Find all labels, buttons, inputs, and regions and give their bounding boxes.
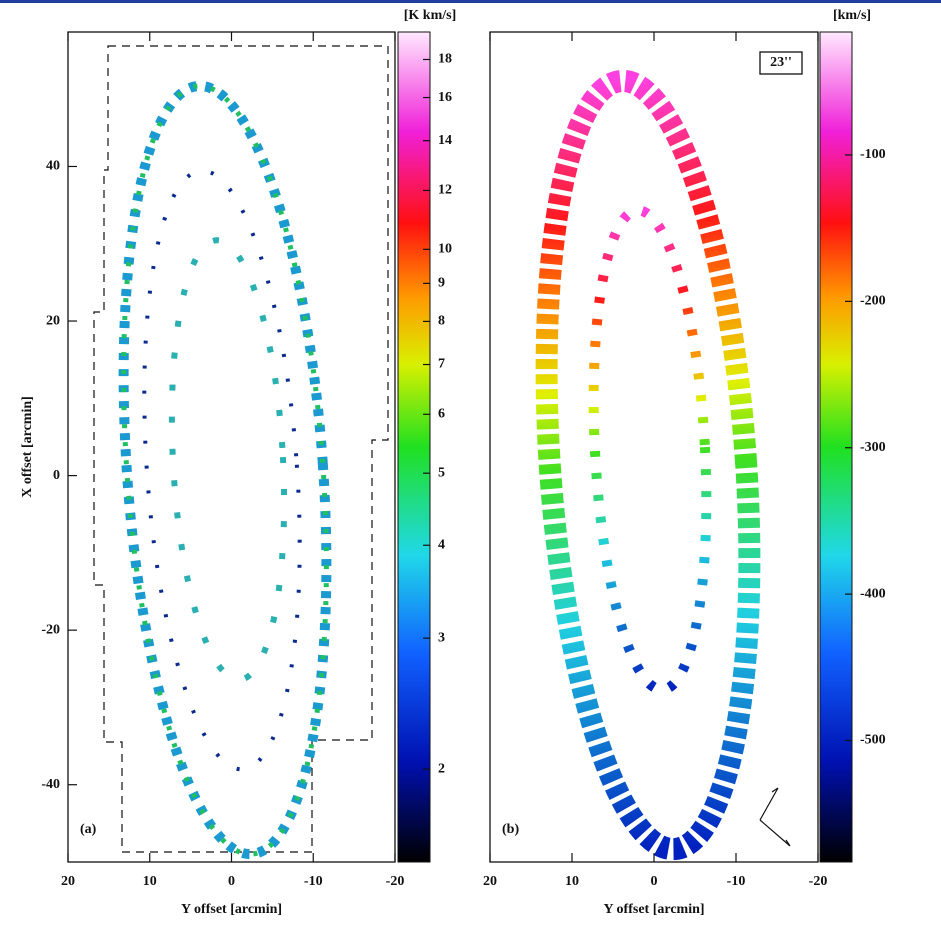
colorbar-tick-label: -500 (860, 733, 886, 748)
x-axis-label: Y offset [arcmin] (603, 902, 704, 917)
colorbar-tick-label: 18 (438, 52, 452, 67)
colorbar-tick-label: 5 (438, 465, 445, 480)
colorbar-label: [K km/s] (404, 8, 457, 23)
plot-frame (489, 31, 819, 863)
x-tick-label: 20 (61, 874, 75, 889)
x-tick-label: -20 (809, 874, 828, 889)
colorbar-tick-label: 3 (438, 630, 445, 645)
x-tick-label: 0 (228, 874, 235, 889)
colorbar-tick-label: 2 (438, 761, 445, 776)
x-axis-label: Y offset [arcmin] (181, 902, 282, 917)
panel-label: (a) (80, 822, 97, 837)
x-tick-label: 10 (143, 874, 157, 889)
y-tick-label: 40 (46, 159, 60, 174)
colorbar-tick-label: 14 (438, 133, 452, 148)
plot-frame (67, 31, 396, 863)
colorbar-tick-label: -200 (860, 294, 886, 309)
colorbar-tick-label: 6 (438, 407, 445, 422)
x-tick-label: -10 (304, 874, 323, 889)
colorbar (819, 31, 853, 863)
y-tick-label: 20 (46, 313, 60, 328)
colorbar-tick-label: 7 (438, 357, 445, 372)
colorbar-tick-label: -300 (860, 440, 886, 455)
colorbar-tick-label: 16 (438, 90, 452, 105)
y-tick-label: 0 (53, 468, 60, 483)
panel-label: (b) (502, 822, 519, 837)
beam-box (759, 51, 803, 75)
velocity-map-b (535, 69, 791, 861)
x-tick-label: 20 (483, 874, 497, 889)
colorbar-tick-label: 12 (438, 183, 452, 198)
colorbar-tick-label: 9 (438, 276, 445, 291)
beam-label: 23'' (770, 55, 792, 70)
colorbar-tick-label: -400 (860, 586, 886, 601)
y-tick-label: -40 (41, 777, 60, 792)
x-tick-label: 10 (565, 874, 579, 889)
y-axis-label: X offset [arcmin] (20, 396, 35, 498)
window-edge (0, 0, 941, 3)
colorbar (397, 31, 431, 863)
emission-map-a (93, 45, 389, 860)
colorbar-tick-label: -100 (860, 147, 886, 162)
x-tick-label: -20 (386, 874, 405, 889)
x-tick-label: 0 (651, 874, 658, 889)
x-tick-label: -10 (727, 874, 746, 889)
colorbar-tick-label: 4 (438, 537, 445, 552)
colorbar-tick-label: 8 (438, 314, 445, 329)
y-tick-label: -20 (41, 622, 60, 637)
colorbar-label: [km/s] (833, 8, 871, 23)
colorbar-tick-label: 10 (438, 242, 452, 257)
